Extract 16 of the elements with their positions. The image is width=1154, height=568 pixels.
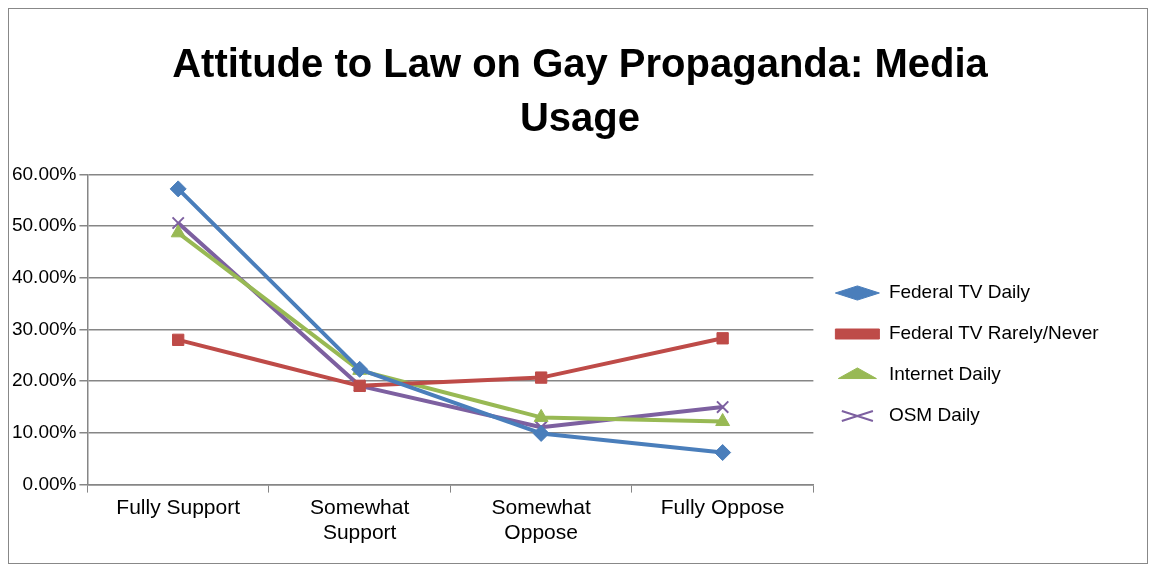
- y-tick-label: 40.00%: [11, 266, 77, 288]
- legend-label: OSM Daily: [888, 404, 981, 426]
- legend-label: Federal TV Rarely/Never: [888, 322, 1100, 344]
- chart-title: Attitude to Law on Gay Propaganda: Media Usage: [171, 40, 989, 141]
- y-tick-label: 50.00%: [11, 214, 77, 236]
- legend-label: Federal TV Daily: [888, 281, 1031, 303]
- y-tick-label: 20.00%: [11, 369, 77, 391]
- y-tick-label: 30.00%: [11, 317, 77, 339]
- y-tick-label: 10.00%: [11, 421, 77, 443]
- x-tick-label: Somewhat Oppose: [491, 495, 591, 544]
- x-tick-label: Fully Support: [116, 495, 241, 518]
- x-tick-label: Somewhat Support: [310, 495, 410, 544]
- y-tick-label: 60.00%: [11, 162, 77, 184]
- legend-label: Internet Daily: [888, 363, 1002, 385]
- x-tick-label: Fully Oppose: [660, 495, 785, 518]
- y-tick-label: 0.00%: [22, 472, 77, 494]
